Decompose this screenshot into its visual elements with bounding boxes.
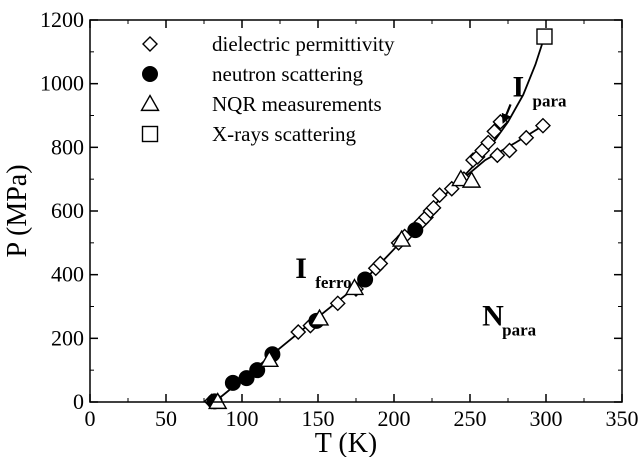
region-label-sub: para — [502, 321, 537, 340]
point-triangle-open — [451, 169, 471, 187]
x-axis-label: T (K) — [315, 428, 377, 457]
y-tick-label: 0 — [73, 389, 84, 414]
point-circle-filled — [407, 222, 424, 239]
point-diamond-open — [425, 199, 442, 216]
region-arrow — [501, 103, 512, 124]
region-label-sub: para — [533, 91, 568, 110]
legend-label: X-rays scattering — [212, 122, 357, 146]
point-diamond-open — [329, 295, 346, 312]
point-diamond-open — [534, 117, 551, 134]
region-label-main: N — [482, 300, 504, 333]
x-tick-label: 350 — [606, 406, 639, 431]
point-triangle-open — [309, 308, 330, 326]
y-tick-label: 600 — [51, 198, 84, 223]
legend-marker-circle-filled — [142, 66, 158, 82]
y-tick-label: 1000 — [40, 71, 84, 96]
point-diamond-open — [290, 323, 307, 340]
point-circle-filled — [357, 271, 374, 288]
point-triangle-open — [344, 278, 365, 296]
point-diamond-open — [431, 187, 448, 204]
region-label-main: I — [513, 70, 525, 103]
point-triangle-open — [461, 170, 482, 188]
x-tick-label: 300 — [530, 406, 563, 431]
point-triangle-open — [207, 392, 228, 410]
y-tick-label: 400 — [51, 262, 84, 287]
point-circle-filled — [238, 370, 255, 387]
y-axis-label: P (MPa) — [2, 164, 33, 257]
x-tick-label: 50 — [155, 406, 177, 431]
legend-label: neutron scattering — [212, 62, 364, 86]
point-diamond-open — [480, 134, 497, 151]
x-tick-label: 100 — [226, 406, 259, 431]
point-diamond-open — [501, 142, 518, 159]
legend-marker-square-open — [141, 125, 159, 143]
legend-marker-diamond-open — [142, 36, 158, 52]
legend-label: dielectric permittivity — [212, 32, 395, 56]
x-tick-label: 200 — [378, 406, 411, 431]
point-triangle-open — [259, 350, 280, 368]
point-triangle-open — [391, 229, 412, 247]
point-diamond-open — [486, 123, 503, 140]
point-square-open — [536, 28, 553, 45]
y-tick-label: 1200 — [40, 7, 84, 32]
y-tick-label: 800 — [51, 134, 84, 159]
point-diamond-open — [489, 147, 506, 164]
x-tick-label: 250 — [454, 406, 487, 431]
point-diamond-open — [372, 255, 389, 272]
x-tick-label: 150 — [302, 406, 335, 431]
legend-label: NQR measurements — [212, 92, 382, 116]
y-tick-label: 200 — [51, 325, 84, 350]
point-circle-filled — [224, 374, 241, 391]
region-label-main: I — [295, 252, 307, 285]
x-tick-label: 0 — [85, 406, 96, 431]
legend-marker-triangle-open — [140, 94, 160, 112]
region-label-sub: ferro — [315, 273, 352, 292]
point-diamond-open — [518, 129, 535, 146]
